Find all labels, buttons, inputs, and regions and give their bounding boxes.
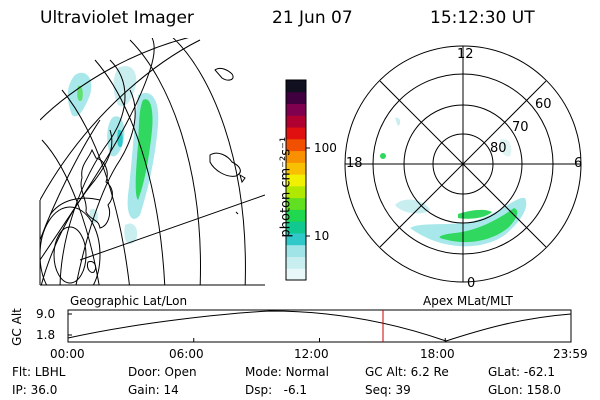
- colorbar-segment: [286, 209, 306, 222]
- altitude-curve: [67, 310, 572, 342]
- colorbar-tick-10: 10: [314, 229, 330, 243]
- colorbar-segment: [286, 244, 306, 257]
- status-ip: IP: 36.0: [12, 383, 58, 397]
- colorbar-segment: [286, 91, 306, 105]
- colorbar-frame: [285, 79, 307, 281]
- status-door: Door: Open: [128, 365, 197, 379]
- status-gc-alt: GC Alt: 6.2 Re: [365, 365, 449, 379]
- mlt-label-12: 12: [457, 47, 474, 62]
- status-glat: GLat: -62.1: [488, 365, 555, 379]
- geo-coastlines: [80, 67, 246, 273]
- mlt-label-0: 0: [467, 276, 476, 291]
- mlat-label-80: 80: [490, 141, 507, 156]
- colorbar-segment: [286, 221, 306, 234]
- geo-caption: Geographic Lat/Lon: [70, 294, 188, 308]
- mlat-label-60: 60: [535, 97, 552, 112]
- colorbar-segment: [286, 174, 306, 187]
- mlt-label-6: 6: [574, 156, 583, 171]
- altitude-xtick-0600: 06:00: [169, 347, 204, 361]
- color-bar: [285, 79, 310, 281]
- colorbar-segment: [286, 162, 306, 175]
- altitude-xtick-2359: 23:59: [553, 347, 588, 361]
- colorbar-segment: [286, 115, 306, 128]
- observation-time: 15:12:30 UT: [430, 8, 535, 28]
- status-glon: GLon: 158.0: [488, 383, 561, 397]
- polar-caption: Apex MLat/MLT: [423, 294, 513, 308]
- polar-map: [344, 45, 582, 283]
- altitude-x-ticks: [67, 338, 572, 342]
- mlt-label-18: 18: [346, 156, 363, 171]
- colorbar-segment: [286, 127, 306, 140]
- colorbar-unit-label: photon cm⁻²s⁻¹: [278, 136, 294, 238]
- polar-aurora-emission: [380, 117, 527, 247]
- altitude-ytick-9: 9.0: [36, 307, 56, 321]
- altitude-xtick-1200: 12:00: [294, 347, 329, 361]
- status-dsp: Dsp: -6.1: [245, 383, 308, 397]
- status-gain: Gain: 14: [128, 383, 179, 397]
- altitude-plot: [67, 309, 572, 343]
- instrument-title: Ultraviolet Imager: [40, 8, 194, 28]
- altitude-ytick-1-8: 1.8: [36, 328, 56, 342]
- colorbar-segment: [286, 150, 306, 163]
- colorbar-segment: [286, 256, 306, 269]
- colorbar-segment: [286, 268, 306, 281]
- altitude-ylabel: GC Alt: [10, 308, 24, 346]
- geo-aurora-emission: [67, 65, 159, 244]
- altitude-xtick-0000: 00:00: [50, 347, 85, 361]
- colorbar-segment: [286, 232, 306, 246]
- status-filter: Flt: LBHL: [12, 365, 66, 379]
- geo-graticule: [40, 38, 265, 285]
- colorbar-segment: [286, 103, 306, 116]
- colorbar-segment: [286, 80, 306, 93]
- status-seq: Seq: 39: [365, 383, 411, 397]
- mlat-label-70: 70: [512, 120, 529, 135]
- altitude-xtick-1800: 18:00: [420, 347, 455, 361]
- status-mode: Mode: Normal: [245, 365, 329, 379]
- polar-grid: [344, 45, 582, 283]
- colorbar-segment: [286, 185, 306, 199]
- colorbar-segment: [286, 197, 306, 210]
- colorbar-segment: [286, 138, 306, 152]
- geographic-map: [40, 38, 265, 285]
- observation-date: 21 Jun 07: [272, 8, 353, 28]
- colorbar-tick-100: 100: [314, 141, 337, 155]
